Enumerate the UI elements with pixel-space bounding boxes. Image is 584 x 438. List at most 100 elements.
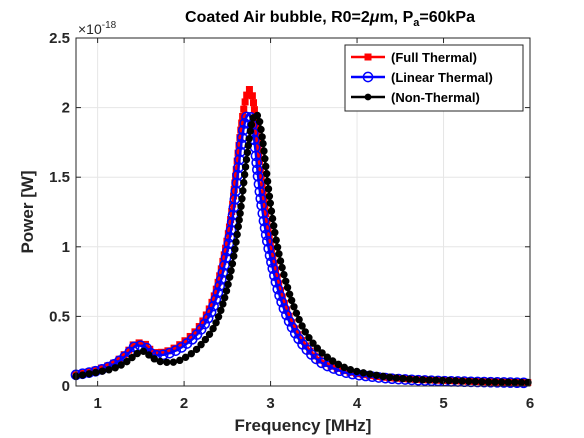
data-point [256, 200, 268, 211]
data-point [236, 209, 244, 218]
data-point [340, 363, 349, 372]
data-point [251, 157, 263, 169]
data-point [128, 353, 136, 362]
data-point [372, 371, 381, 379]
data-point [260, 147, 268, 155]
data-point [241, 98, 249, 106]
data-point [412, 375, 420, 384]
y-tick-label: 0.5 [49, 308, 70, 325]
data-point [379, 372, 387, 381]
data-point [224, 231, 236, 243]
data-point [111, 364, 119, 372]
data-point [259, 139, 267, 148]
data-point [298, 322, 306, 330]
data-point [289, 327, 301, 339]
data-point [316, 357, 327, 369]
data-point [240, 178, 248, 187]
data-point [359, 369, 368, 377]
data-point [458, 377, 466, 385]
title-suffix: =60kPa [419, 9, 475, 26]
data-point [305, 334, 313, 342]
data-point [247, 120, 256, 129]
data-point [245, 135, 253, 143]
data-point [484, 378, 493, 386]
data-point [250, 99, 258, 107]
data-point [267, 207, 276, 215]
data-point [225, 224, 237, 236]
data-point [366, 370, 374, 378]
data-point [214, 280, 226, 292]
data-point [220, 294, 229, 302]
title-mu: μ [369, 9, 380, 26]
data-point [257, 125, 265, 134]
data-point [250, 150, 262, 162]
y-tick-label: 0 [62, 378, 70, 395]
data-point [478, 377, 486, 386]
data-point [205, 330, 214, 339]
data-point [504, 378, 512, 386]
data-point [210, 294, 222, 305]
data-point [259, 222, 271, 234]
data-point [280, 270, 288, 279]
data-point [202, 312, 214, 324]
data-point [263, 243, 275, 254]
data-point [252, 164, 263, 176]
y-axis-label: Power [W] [18, 170, 37, 253]
data-point [263, 177, 272, 186]
data-point [145, 351, 153, 359]
data-point [425, 376, 433, 384]
data-point [258, 133, 266, 141]
data-point [323, 353, 331, 361]
data-point [278, 263, 286, 272]
data-point [219, 300, 227, 308]
legend-label: (Non-Thermal) [391, 90, 480, 105]
data-point [266, 256, 277, 268]
data-point [283, 315, 295, 327]
data-point [195, 324, 207, 335]
data-point [133, 349, 141, 358]
data-point [232, 238, 240, 246]
data-point [405, 375, 414, 383]
data-point [255, 117, 264, 126]
data-point [491, 378, 499, 386]
legend: (Full Thermal) (Linear Thermal) (Non-Therm… [344, 44, 524, 112]
data-point [224, 280, 232, 289]
data-point [465, 377, 473, 386]
data-point [117, 361, 125, 369]
data-point [235, 216, 243, 224]
data-point [245, 86, 253, 94]
legend-marker [364, 53, 372, 61]
legend-item-1: (Linear Thermal) [351, 70, 493, 85]
data-point [105, 366, 113, 374]
y-tick-label: 1.5 [49, 169, 70, 186]
data-point [267, 263, 279, 274]
y-tick-label: 2.5 [49, 30, 70, 47]
chart-title: Coated Air bubble, R0=2μm, Pa=60kPa [185, 9, 475, 29]
y-tick-label: 2 [62, 100, 70, 117]
data-point [282, 277, 290, 285]
data-point [309, 339, 317, 347]
data-point [92, 368, 100, 377]
data-point [273, 243, 282, 251]
data-point [261, 154, 269, 163]
series-2 [72, 111, 532, 387]
series-markers [72, 111, 532, 387]
data-point [329, 357, 337, 365]
data-point [270, 222, 278, 230]
data-point [222, 287, 231, 295]
data-point [243, 148, 252, 157]
data-point [392, 374, 400, 382]
data-point [227, 267, 235, 275]
y-exponent-power: -18 [102, 20, 117, 31]
data-point [215, 274, 227, 285]
data-point [497, 378, 506, 386]
data-point [150, 355, 159, 363]
data-point [98, 367, 107, 375]
data-point [164, 347, 175, 359]
title-mid: m, P [379, 9, 413, 26]
data-point [399, 374, 407, 383]
data-point [353, 367, 361, 376]
data-point [187, 349, 196, 358]
data-point [217, 306, 225, 315]
data-point [451, 377, 460, 385]
